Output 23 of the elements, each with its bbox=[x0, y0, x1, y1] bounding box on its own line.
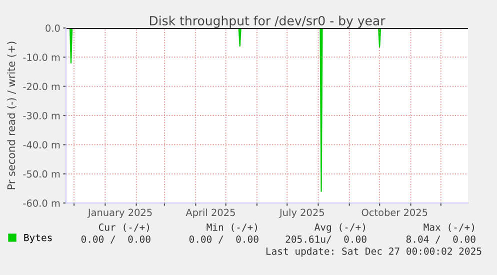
x-tick-label: July 2025 bbox=[279, 208, 324, 218]
y-tick-label: -30.0 m bbox=[23, 112, 60, 120]
text: Avg (-/+) bbox=[314, 223, 365, 233]
y-tick-label: -50.0 m bbox=[23, 170, 60, 178]
x-tick-label: April 2025 bbox=[186, 208, 235, 218]
chart-title: Disk throughput for /dev/sr0 - by year bbox=[150, 16, 386, 28]
text: Min (-/+) bbox=[206, 223, 257, 232]
text: 0.00 / 0.00 bbox=[189, 235, 258, 244]
text: 205.61u/ 0.00 bbox=[286, 235, 366, 244]
text: Cur (-/+) bbox=[98, 223, 149, 232]
y-axis-title: Pr second read (-) / write (+) bbox=[7, 42, 16, 190]
y-tick-label: -60.0 m bbox=[23, 199, 60, 207]
x-tick-label: January 2025 bbox=[87, 208, 152, 218]
text: 0.00 / 0.00 bbox=[81, 235, 150, 244]
x-tick-label: October 2025 bbox=[362, 208, 428, 216]
y-tick-label: 0.0 bbox=[46, 24, 60, 32]
text: Last update: Sat Dec 27 00:00:02 2025 bbox=[266, 247, 482, 257]
y-tick-label: -10.0 m bbox=[23, 54, 60, 61]
y-tick-label: -20.0 m bbox=[23, 82, 60, 90]
text: 8.04 / 0.00 bbox=[406, 235, 476, 244]
legend-label: Bytes bbox=[24, 234, 52, 244]
y-tick-label: -40.0 m bbox=[23, 141, 60, 148]
text: Max (-/+) bbox=[424, 223, 474, 232]
